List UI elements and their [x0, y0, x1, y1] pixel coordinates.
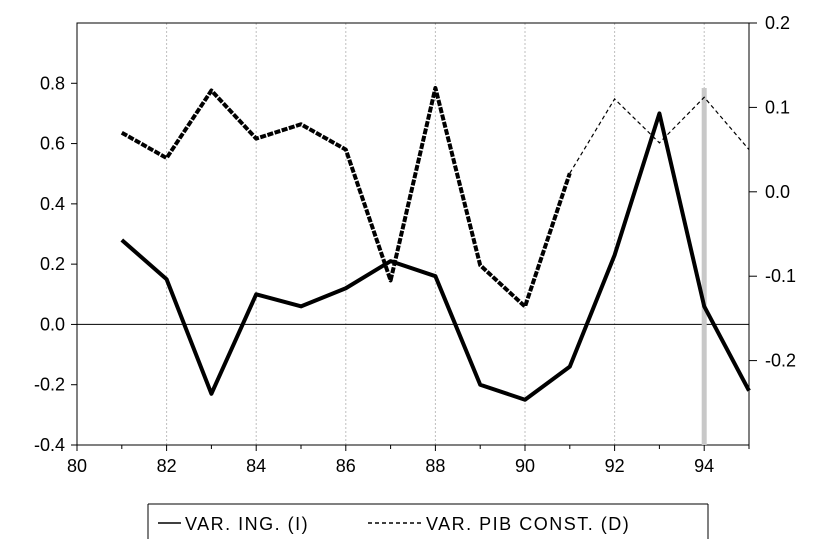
- legend-label-var-ing: VAR. ING. (I): [185, 514, 309, 534]
- x-tick-label: 92: [605, 456, 625, 476]
- right-tick-label: -0.1: [765, 266, 796, 286]
- left-tick-label: 0.2: [40, 254, 65, 274]
- left-y-axis: -0.4 -0.2 0.0 0.2 0.4 0.6 0.8: [34, 73, 77, 455]
- x-tick-label: 88: [425, 456, 445, 476]
- left-tick-label: 0.4: [40, 194, 65, 214]
- x-tick-label: 80: [67, 456, 87, 476]
- series-line-var-pib-light: [569, 96, 750, 174]
- series-line-var-pib-heavy: [120, 85, 572, 309]
- plot-area: [76, 22, 750, 446]
- left-tick-label: 0.6: [40, 134, 65, 154]
- x-tick-label: 86: [336, 456, 356, 476]
- x-tick-label: 94: [694, 456, 714, 476]
- right-tick-label: 0.2: [765, 13, 790, 33]
- left-tick-label: 0.8: [40, 73, 65, 93]
- legend-label-var-pib: VAR. PIB CONST. (D): [426, 514, 630, 534]
- x-tick-label: 82: [157, 456, 177, 476]
- legend: VAR. ING. (I) VAR. PIB CONST. (D): [147, 503, 709, 539]
- right-y-axis: -0.2 -0.1 0.0 0.1 0.2: [749, 13, 796, 371]
- left-tick-label: 0.0: [40, 314, 65, 334]
- x-tick-label: 90: [515, 456, 535, 476]
- x-axis: 80 82 84 86 88 90 92 94: [67, 445, 750, 476]
- right-tick-label: 0.0: [765, 182, 790, 202]
- series-lines: [120, 85, 751, 402]
- series-line-var-ing: [120, 111, 751, 402]
- x-tick-label: 84: [246, 456, 266, 476]
- left-tick-label: -0.2: [34, 375, 65, 395]
- left-tick-label: -0.4: [34, 435, 65, 455]
- right-tick-label: 0.1: [765, 97, 790, 117]
- right-tick-label: -0.2: [765, 351, 796, 371]
